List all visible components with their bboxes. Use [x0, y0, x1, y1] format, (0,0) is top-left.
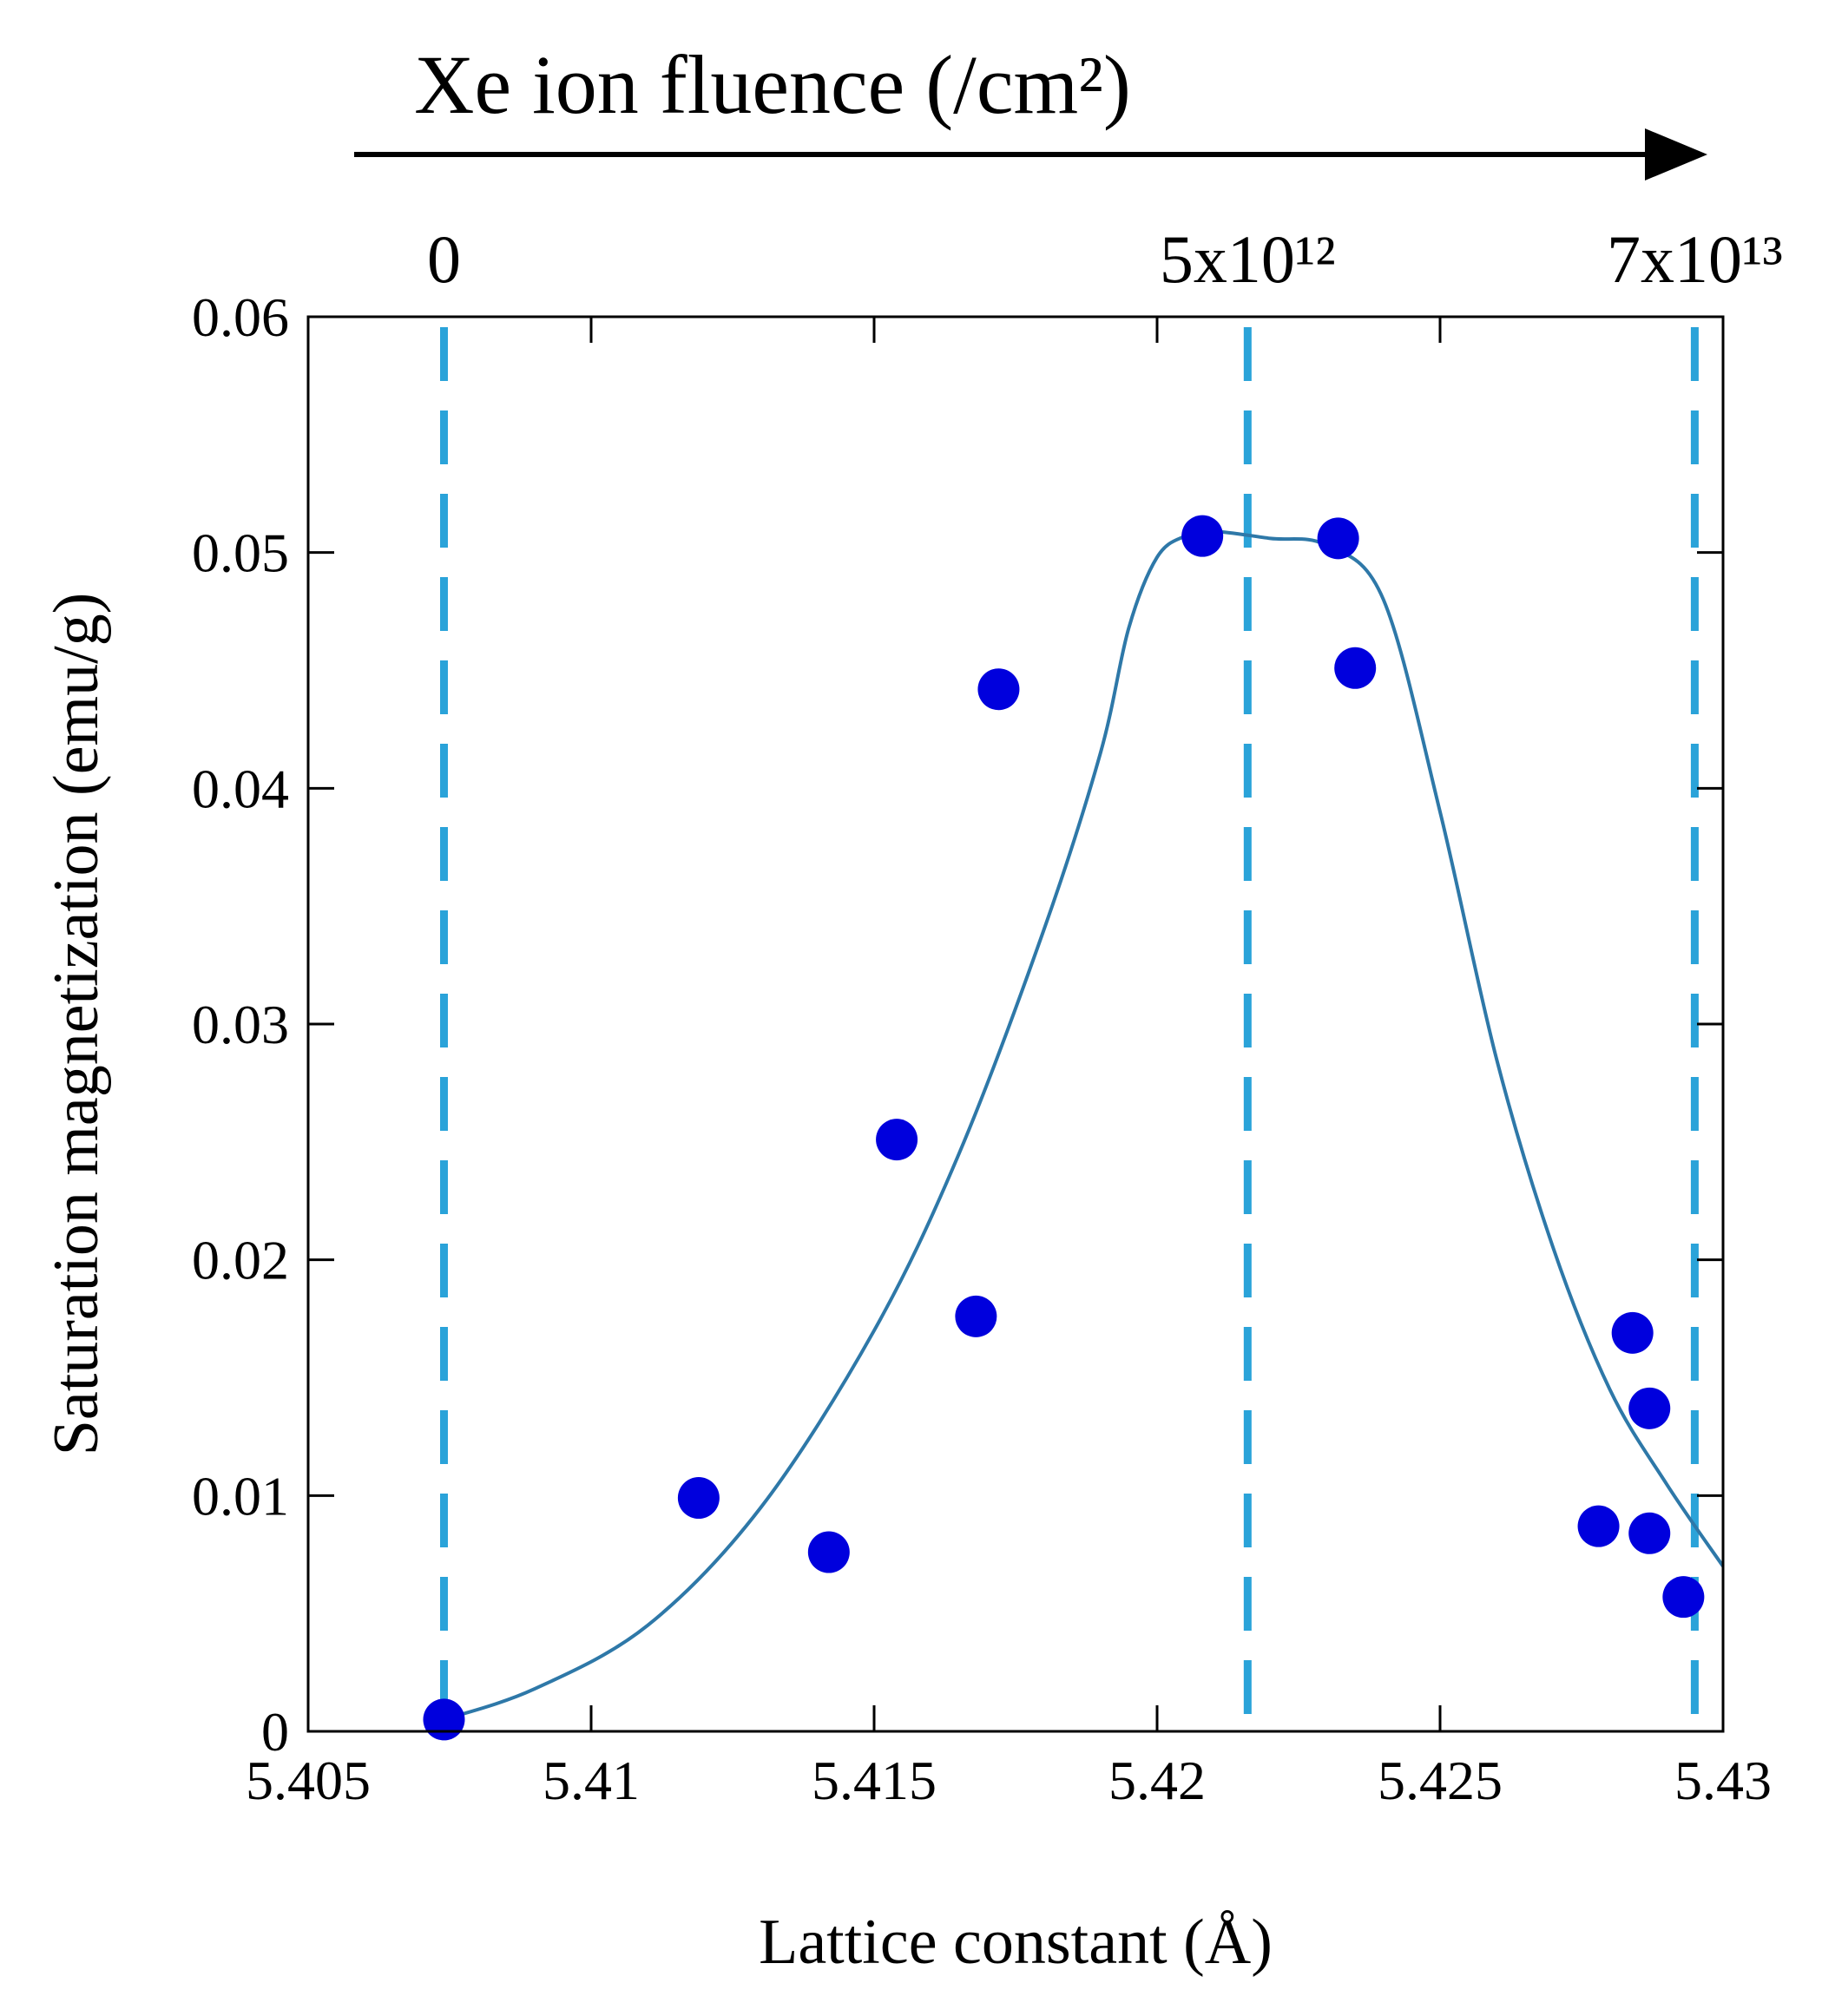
data-point	[1181, 515, 1224, 557]
x-tick-label: 5.42	[1108, 1750, 1206, 1811]
x-axis-ticks: 5.405 5.41 5.415 5.42 5.425 5.43	[246, 317, 1772, 1811]
y-tick-label: 0.02	[192, 1230, 289, 1291]
data-point	[1577, 1505, 1620, 1547]
y-tick-label: 0.05	[192, 522, 289, 584]
data-point	[423, 1698, 465, 1741]
y-tick-label: 0.01	[192, 1465, 289, 1527]
data-point	[1628, 1387, 1671, 1429]
data-point	[876, 1119, 918, 1161]
fluence-label: 7x10¹³	[1607, 221, 1783, 297]
data-point	[807, 1531, 850, 1573]
data-point	[1317, 517, 1359, 560]
fluence-labels: 0 5x10¹² 7x10¹³	[427, 221, 1783, 297]
chart-title: Xe ion fluence (/cm²)	[414, 38, 1131, 131]
y-tick-label: 0.03	[192, 994, 289, 1055]
plot-area-frame	[306, 315, 1725, 1733]
x-tick-label: 5.425	[1378, 1750, 1503, 1811]
fit-curve-group	[443, 529, 1725, 1722]
data-point	[1662, 1576, 1705, 1619]
data-point	[1611, 1311, 1654, 1354]
y-axis-ticks: 0 0.01 0.02 0.03 0.04 0.05 0.06	[192, 286, 1723, 1763]
data-point	[1334, 647, 1377, 689]
data-point	[977, 668, 1020, 711]
fluence-reference-lines	[439, 327, 1699, 1731]
y-axis-title: Saturation magnetization (emu/g)	[41, 593, 112, 1456]
data-point	[1628, 1512, 1671, 1554]
data-point	[677, 1477, 720, 1520]
fluence-label: 5x10¹²	[1160, 221, 1336, 297]
x-tick-label: 5.41	[543, 1750, 640, 1811]
x-tick-label: 5.405	[246, 1750, 371, 1811]
y-tick-label: 0.06	[192, 286, 289, 348]
data-point	[955, 1295, 997, 1337]
data-points	[423, 515, 1705, 1741]
fit-curve	[443, 529, 1725, 1722]
y-tick-label: 0	[261, 1701, 289, 1763]
x-tick-label: 5.43	[1674, 1750, 1772, 1811]
x-tick-label: 5.415	[812, 1750, 937, 1811]
y-tick-label: 0.04	[192, 758, 289, 819]
fluence-label: 0	[427, 221, 461, 297]
x-axis-title: Lattice constant (Å)	[759, 1907, 1273, 1978]
